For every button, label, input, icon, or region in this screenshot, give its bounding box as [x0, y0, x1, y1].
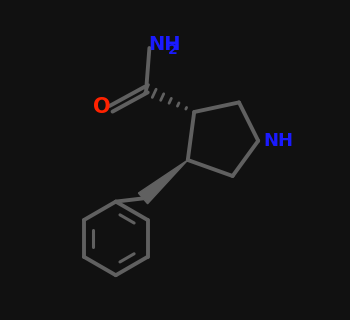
Text: NH: NH — [263, 132, 293, 150]
Text: NH: NH — [148, 35, 180, 54]
Text: 2: 2 — [168, 43, 178, 57]
Polygon shape — [138, 160, 188, 204]
Text: O: O — [93, 97, 111, 117]
